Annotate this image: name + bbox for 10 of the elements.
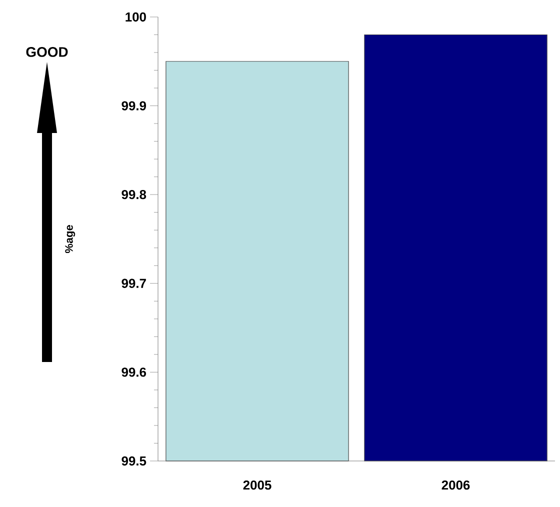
text: GOOD: [26, 47, 68, 57]
y-tick-label: 100: [126, 12, 146, 22]
y-tick-label: 99.5: [122, 456, 146, 466]
y-tick-label: 99.9: [122, 101, 146, 110]
y-tick-label: 99.7: [122, 278, 146, 288]
x-tick-label: 2006: [442, 480, 470, 490]
y-axis-title: %age: [65, 225, 76, 254]
x-tick-label: 2005: [243, 480, 272, 490]
y-tick-label: 99.6: [122, 368, 146, 377]
y-tick-label: 99.8: [122, 190, 146, 200]
